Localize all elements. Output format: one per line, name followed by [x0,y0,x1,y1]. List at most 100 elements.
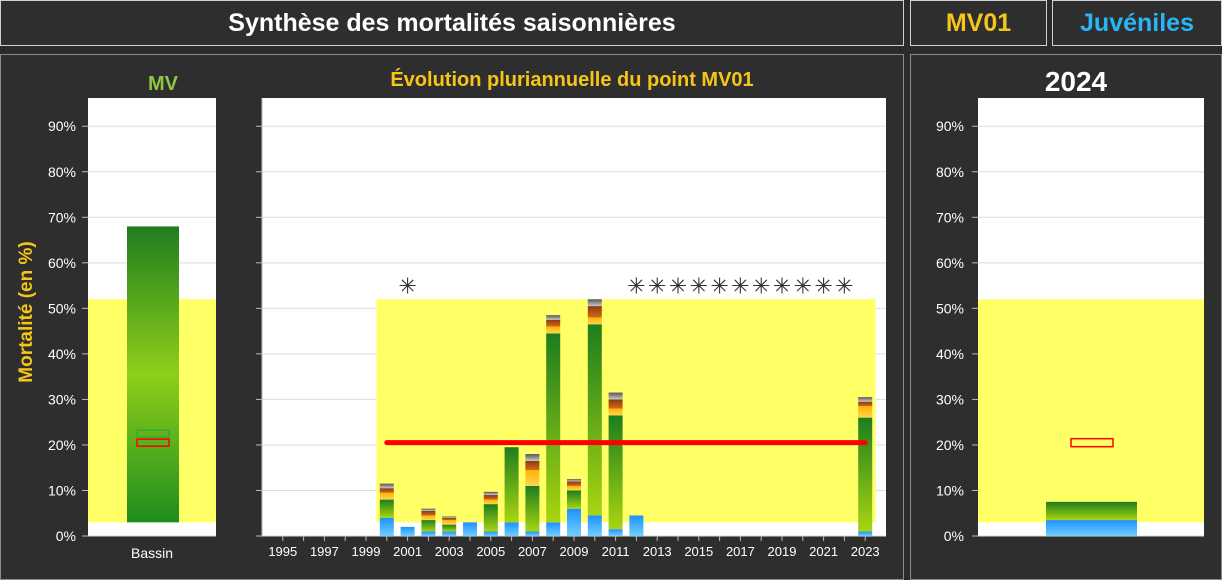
bar-segment-green [567,490,581,509]
bar-segment-green [546,333,561,523]
missing-data-marker: ✳ [669,274,687,299]
evolution-x-tick-label: 2007 [518,544,547,559]
basin-y-tick-label: 70% [48,209,76,225]
basin-y-tick-label: 60% [48,255,76,271]
missing-data-marker: ✳ [835,274,853,299]
basin-y-tick-label: 80% [48,164,76,180]
missing-data-marker: ✳ [710,274,728,299]
evolution-reference-band [376,299,876,523]
missing-data-marker: ✳ [398,274,416,299]
bar-segment-green [442,524,457,532]
bar-segment-grey [608,392,623,400]
basin-y-tick-label: 90% [48,118,76,134]
bar-segment-grey [525,454,540,461]
year-y-tick-label: 90% [936,118,964,134]
evolution-x-tick-label: 2015 [684,544,713,559]
missing-data-marker: ✳ [731,274,749,299]
evolution-x-tick-label: 2013 [643,544,672,559]
bar-segment-brown [379,488,394,493]
bar-segment-brown [608,399,623,409]
year-y-tick-label: 10% [936,482,964,498]
bar-segment-blue [608,529,623,536]
bar-segment-brown [546,319,561,327]
basin-marker-green [136,429,170,438]
year-y-tick-label: 70% [936,209,964,225]
basin-mortality-bar [127,226,179,523]
bar-segment-green [483,504,498,532]
evolution-x-tick-label: 1995 [268,544,297,559]
year-y-tick-label: 0% [944,528,964,544]
category-label: Juvéniles [1080,8,1194,37]
bar-segment-green [608,415,623,530]
bar-segment-orange [442,520,457,525]
bar-segment-grey [858,397,873,402]
bar-segment-grey [442,516,457,518]
bar-segment-grey [421,508,436,511]
bar-segment-grey [567,479,581,482]
evolution-title: Évolution pluriannuelle du point MV01 [390,68,753,91]
bar-segment-brown [442,517,457,521]
evolution-x-tick-label: 2023 [851,544,880,559]
bar-segment-blue [504,522,519,536]
y-axis-label: Mortalité (en %) [16,241,37,382]
bar-segment-green [587,324,602,516]
bar-segment-blue [567,508,581,536]
evolution-x-tick-label: 2011 [602,544,630,559]
bar-segment-blue [421,531,436,536]
evolution-x-tick-label: 2003 [435,544,464,559]
bar-segment-brown [858,401,873,407]
bar-segment-blue [858,531,873,536]
bar-segment-blue [629,515,644,536]
year-y-tick-label: 20% [936,437,964,453]
site-box: MV01 [910,0,1047,46]
missing-data-marker: ✳ [814,274,832,299]
basin-y-tick-label: 50% [48,300,76,316]
year-title: 2024 [1045,66,1108,97]
evolution-x-tick-label: 1999 [352,544,381,559]
site-code: MV01 [945,8,1012,37]
evolution-x-tick-label: 2005 [476,544,505,559]
bar-segment-orange [379,492,394,500]
page-title: Synthèse des mortalités saisonnières [228,8,676,37]
bar-segment-blue [525,531,540,536]
missing-data-marker: ✳ [648,274,666,299]
evolution-x-tick-label: 2019 [768,544,797,559]
bar-segment-orange [546,326,561,334]
evolution-x-tick-label: 2017 [726,544,755,559]
basin-y-tick-label: 0% [56,528,76,544]
bar-segment-orange [567,485,581,491]
bar-segment-orange [858,406,873,418]
missing-data-marker: ✳ [690,274,708,299]
bar-segment-orange [608,408,623,416]
category-box: Juvéniles [1052,0,1222,46]
bar-segment-blue [379,517,394,536]
year-y-tick-label: 60% [936,255,964,271]
basin-y-tick-label: 30% [48,391,76,407]
bar-segment-blue [587,515,602,536]
bar-segment-grey [379,483,394,489]
bar-segment-brown [567,481,581,486]
evolution-x-tick-label: 2021 [809,544,838,559]
basin-marker-red [136,438,170,447]
missing-data-marker: ✳ [627,274,645,299]
title-box: Synthèse des mortalités saisonnières [0,0,904,46]
basin-title: MV [148,73,179,95]
evolution-x-tick-label: 2001 [393,544,422,559]
bar-segment-orange [483,499,498,505]
missing-data-marker: ✳ [752,274,770,299]
basin-x-label: Bassin [131,545,173,561]
bar-segment-orange [421,515,436,521]
bar-segment-blue [442,531,457,536]
year-reference-band [978,299,1204,523]
evolution-x-tick-label: 1997 [310,544,339,559]
evolution-x-tick-label: 2009 [560,544,589,559]
bar-segment-blue [463,522,477,536]
bar-segment-blue [400,526,415,536]
year-marker-red [1070,437,1114,448]
bar-segment-brown [587,306,602,318]
bar-segment-grey [587,299,602,307]
bar-segment-blue [483,531,498,536]
bar-segment-green [858,417,873,532]
bar-segment-green [504,447,519,523]
missing-data-marker: ✳ [794,274,812,299]
